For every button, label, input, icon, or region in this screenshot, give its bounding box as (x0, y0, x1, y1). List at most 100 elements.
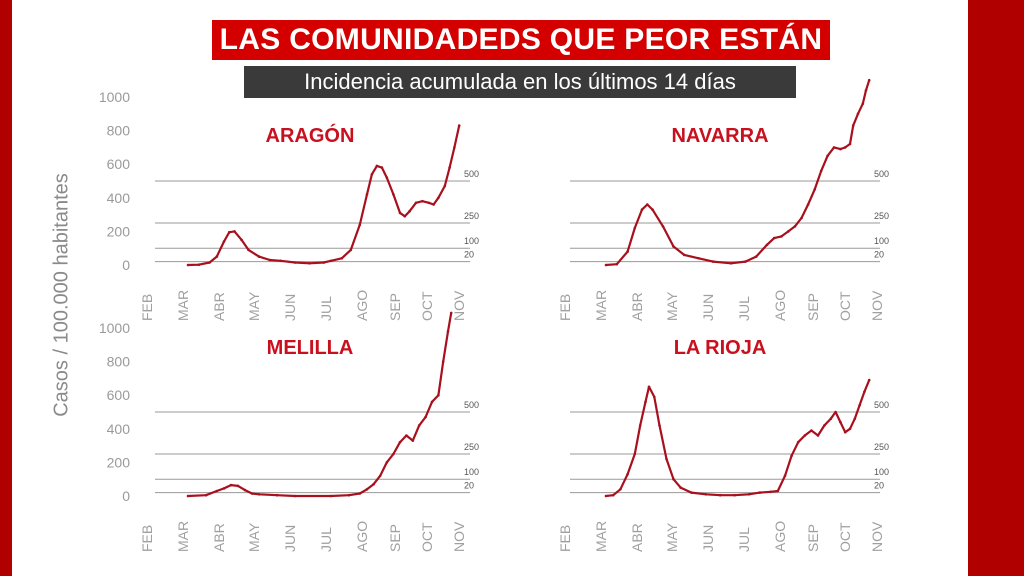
data-point (626, 250, 629, 253)
data-point (222, 240, 226, 243)
data-point (747, 493, 751, 496)
data-point (665, 457, 668, 461)
reference-line-label: 100 (464, 236, 479, 246)
reference-line-label: 250 (464, 442, 479, 452)
reference-line-label: 500 (874, 400, 889, 410)
data-point (806, 203, 810, 206)
reference-line-label: 100 (874, 236, 889, 246)
y-tick-label: 200 (107, 454, 131, 470)
data-point (453, 146, 456, 149)
data-point (754, 255, 758, 258)
data-point (864, 89, 868, 92)
x-tick-label: ABR (211, 292, 227, 321)
x-tick-label: FEB (139, 294, 155, 321)
data-point (826, 154, 829, 158)
x-tick-label: JUN (700, 294, 716, 321)
reference-line-label: 250 (464, 211, 479, 221)
reference-line-label: 250 (874, 211, 889, 221)
data-point (851, 124, 855, 127)
data-point (861, 102, 865, 105)
data-point (347, 493, 351, 497)
data-point (215, 255, 219, 258)
data-point (615, 262, 619, 266)
data-point (392, 193, 395, 196)
data-point (690, 491, 693, 494)
x-tick-label: FEB (139, 525, 155, 552)
reference-line-label: 20 (464, 250, 474, 260)
data-point (819, 169, 823, 173)
data-point (392, 452, 395, 456)
x-tick-label: AGO (354, 290, 370, 321)
data-point (398, 440, 402, 444)
data-point (780, 235, 783, 238)
data-point (744, 260, 747, 263)
y-tick-label: 0 (122, 257, 130, 273)
main-title: LAS COMUNIDADEDS QUE PEOR ESTÁN (212, 20, 830, 60)
x-tick-label: OCT (837, 291, 853, 321)
x-tick-label: MAR (593, 521, 609, 552)
data-point (843, 146, 847, 149)
x-tick-label: JUN (282, 294, 298, 321)
y-tick-label: 600 (107, 156, 131, 172)
reference-line-label: 500 (464, 400, 479, 410)
data-point (186, 263, 190, 267)
reference-line-label: 500 (464, 169, 479, 179)
data-point (647, 385, 651, 389)
data-point (711, 260, 715, 263)
data-point (816, 434, 820, 437)
data-point (758, 491, 762, 494)
data-point (829, 417, 833, 421)
data-point (653, 395, 656, 399)
data-point (839, 420, 842, 424)
data-point (839, 147, 842, 151)
data-point (604, 494, 608, 498)
data-point (308, 262, 311, 265)
y-tick-label: 200 (107, 223, 131, 239)
data-point (810, 429, 813, 432)
x-tick-label: NOV (451, 521, 467, 552)
data-point (633, 452, 637, 456)
x-tick-label: MAY (664, 291, 680, 321)
data-point (813, 188, 816, 191)
data-point (626, 472, 629, 476)
data-point (229, 483, 233, 487)
data-point (243, 488, 247, 492)
data-point (658, 424, 661, 427)
data-point (340, 257, 344, 260)
data-point (215, 489, 219, 493)
data-point (233, 230, 236, 233)
data-point (858, 404, 861, 407)
data-point (257, 255, 261, 258)
data-point (848, 427, 852, 431)
data-point (823, 424, 826, 427)
data-point (772, 236, 776, 240)
data-point (848, 142, 852, 146)
data-point (322, 261, 326, 264)
data-point (733, 493, 736, 497)
data-point (633, 226, 637, 230)
data-point (385, 176, 389, 179)
data-point (787, 230, 790, 233)
data-point (640, 208, 644, 211)
reference-line-label: 100 (874, 467, 889, 477)
data-point (411, 439, 415, 442)
x-tick-label: FEB (557, 525, 573, 552)
data-point (408, 209, 411, 213)
data-point (372, 482, 375, 486)
data-point (832, 146, 836, 149)
y-tick-label: 1000 (99, 89, 130, 105)
x-tick-label: MAR (175, 521, 191, 552)
data-point (293, 261, 297, 264)
x-tick-label: SEP (805, 524, 821, 552)
data-point (430, 400, 434, 404)
x-tick-label: SEP (387, 524, 403, 552)
data-point (619, 488, 622, 491)
data-point (853, 417, 857, 421)
x-tick-label: NOV (451, 290, 467, 321)
data-point (776, 489, 780, 493)
y-tick-label: 800 (107, 354, 131, 370)
x-tick-label: MAY (664, 522, 680, 552)
data-point (222, 487, 226, 490)
x-tick-label: OCT (837, 522, 853, 552)
